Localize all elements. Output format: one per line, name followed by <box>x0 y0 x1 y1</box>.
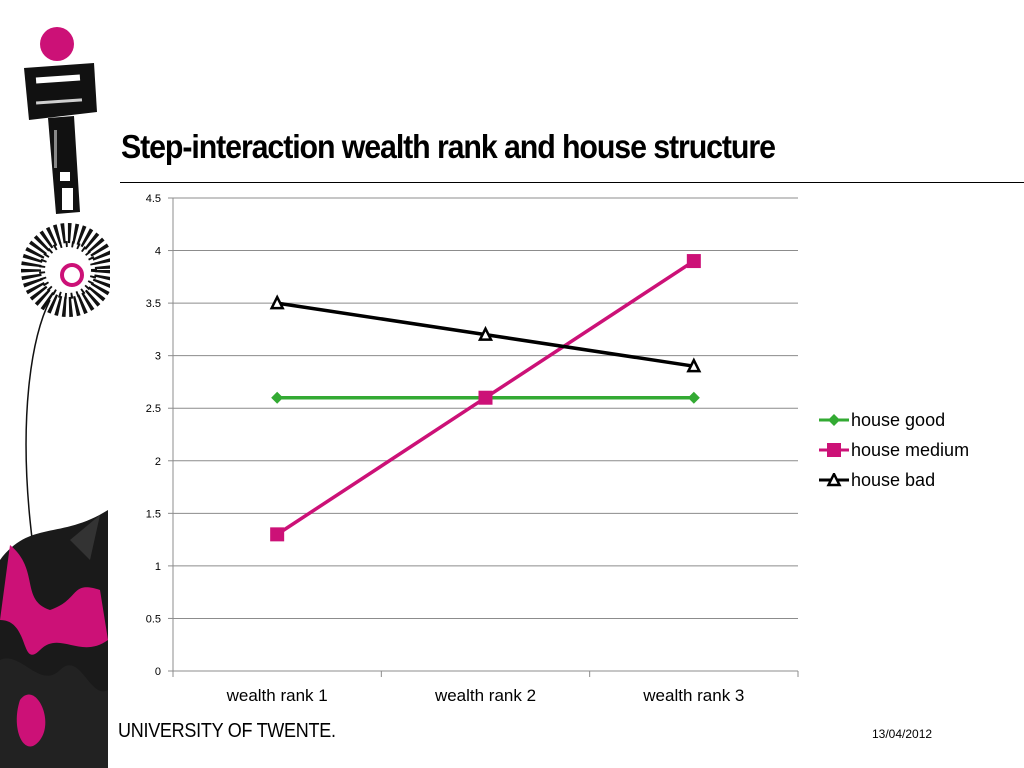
x-tick-label: wealth rank 1 <box>226 686 328 705</box>
y-tick-label: 4 <box>155 246 161 258</box>
x-tick-label: wealth rank 3 <box>642 686 744 705</box>
title-divider <box>120 182 1024 183</box>
footer-date: 13/04/2012 <box>872 727 933 741</box>
y-tick-label: 1 <box>155 561 161 573</box>
x-tick-label: wealth rank 2 <box>434 686 536 705</box>
ut-mascot-icon <box>24 27 97 214</box>
y-tick-label: 3.5 <box>146 298 161 310</box>
university-decoration-art <box>0 27 110 768</box>
data-point-house-good <box>271 391 284 404</box>
y-tick-label: 2 <box>155 456 161 468</box>
legend-marker <box>827 443 841 457</box>
footer-logo-text: UNIVERSITY OF TWENTE. <box>118 720 336 742</box>
legend-item: house good <box>818 405 969 435</box>
y-tick-label: 2.5 <box>146 403 161 415</box>
data-point-house-medium <box>478 390 493 405</box>
legend-swatch <box>819 443 849 457</box>
data-point-house-good <box>687 391 700 404</box>
legend-item: house medium <box>818 435 969 465</box>
legend-label: house bad <box>851 469 936 490</box>
data-point-house-bad <box>477 325 494 341</box>
chart-series-markers <box>269 254 702 542</box>
data-point-house-bad <box>269 294 285 310</box>
chart-legend: house good house medium house bad <box>818 405 969 495</box>
y-tick-label: 1.5 <box>146 508 161 520</box>
legend-item: house bad <box>818 465 969 495</box>
legend-swatch <box>819 414 849 426</box>
foliage-icon <box>0 510 108 768</box>
data-point-house-medium <box>270 527 285 542</box>
x-axis: wealth rank 1 wealth rank 2 wealth rank 3 <box>172 670 799 705</box>
data-point-house-medium <box>686 254 701 269</box>
y-tick-label: 0.5 <box>146 613 161 625</box>
chart-gridlines <box>168 197 798 672</box>
y-tick-label: 4.5 <box>146 193 161 205</box>
legend-label: house medium <box>851 439 970 460</box>
y-tick-label: 3 <box>155 351 161 363</box>
y-axis-tick-labels: 0 0.5 1 1.5 2 2.5 3 3.5 4 4.5 <box>146 193 161 678</box>
data-point-house-bad <box>686 357 702 373</box>
legend-swatch <box>819 473 849 487</box>
slide-title: Step-interaction wealth rank and house s… <box>121 128 776 165</box>
legend-marker <box>828 414 840 426</box>
y-tick-label: 0 <box>155 666 161 678</box>
legend-marker <box>826 473 842 487</box>
legend-label: house good <box>851 409 946 430</box>
